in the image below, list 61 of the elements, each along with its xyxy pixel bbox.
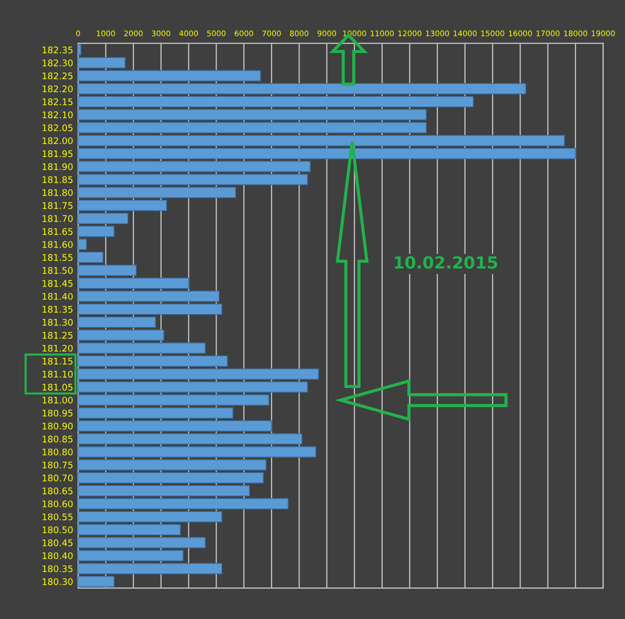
y-tick-label: 181.35: [42, 306, 72, 313]
y-tick-label: 180.90: [42, 422, 73, 430]
bar: [78, 148, 576, 160]
bar: [78, 381, 308, 393]
y-tick-label: 181.95: [42, 150, 72, 158]
y-tick-label: 180.50: [42, 526, 73, 534]
y-tick-label: 182.35: [42, 46, 72, 54]
y-tick-label: 180.75: [42, 462, 72, 468]
bar: [78, 174, 308, 186]
bar: [78, 368, 319, 380]
y-tick-label: 181.25: [42, 332, 72, 339]
y-tick-label: 181.85: [42, 176, 72, 184]
y-tick-label: 180.45: [42, 539, 72, 546]
annotation: 10.02.2015: [394, 256, 498, 269]
bar: [78, 212, 128, 224]
y-tick-label: 182.15: [42, 98, 72, 106]
y-tick-label: 180.95: [42, 410, 72, 417]
y-tick-label: 182.00: [42, 137, 73, 144]
y-tick-label: 181.60: [42, 241, 73, 248]
bar: [78, 342, 206, 354]
y-tick-label: 182.30: [42, 60, 73, 66]
y-tick-label: 181.05: [42, 384, 72, 391]
y-tick-label: 182.20: [42, 85, 73, 92]
y-tick-label: 180.80: [42, 448, 73, 456]
y-tick-label: 181.15: [42, 358, 72, 365]
y-tick-label: 180.70: [42, 474, 73, 482]
y-tick-label: 181.30: [42, 318, 73, 326]
y-tick-label: 181.40: [42, 292, 73, 300]
y-tick-label: 181.50: [42, 267, 73, 274]
y-tick-label: 181.70: [42, 215, 73, 222]
y-tick-label: 182.05: [42, 124, 72, 132]
bar: [78, 394, 270, 406]
y-tick-label: 181.75: [42, 202, 72, 210]
y-tick-label: 181.80: [42, 189, 73, 196]
y-tick-label: 180.55: [42, 513, 72, 520]
bar: [78, 226, 114, 237]
y-tick-label: 181.10: [42, 370, 73, 378]
bar: [78, 407, 234, 419]
y-tick-label: 180.35: [42, 565, 72, 572]
bar: [78, 433, 302, 445]
y-tick-label: 180.60: [42, 500, 73, 508]
y-tick-label: 182.10: [42, 111, 73, 118]
bar: [78, 200, 167, 212]
bar: [78, 186, 236, 198]
bar: [78, 420, 272, 432]
bar: [78, 562, 222, 574]
y-tick-label: 180.85: [42, 436, 72, 442]
y-tick-label: 180.65: [42, 488, 72, 494]
y-tick-label: 180.40: [42, 552, 73, 560]
bar: [78, 134, 565, 146]
y-tick-label: 181.45: [42, 280, 72, 287]
bar: [78, 355, 228, 367]
y-tick-label: 181.55: [42, 254, 72, 261]
y-tick-label: 181.65: [42, 228, 72, 235]
y-tick-label: 181.90: [42, 163, 73, 170]
y-tick-label: 181.00: [42, 396, 73, 404]
bar: [78, 576, 114, 588]
y-tick-label: 182.25: [42, 72, 72, 80]
y-tick-label: 180.30: [42, 578, 73, 586]
y-tick-label: 181.20: [42, 344, 73, 352]
bar: [78, 160, 311, 172]
